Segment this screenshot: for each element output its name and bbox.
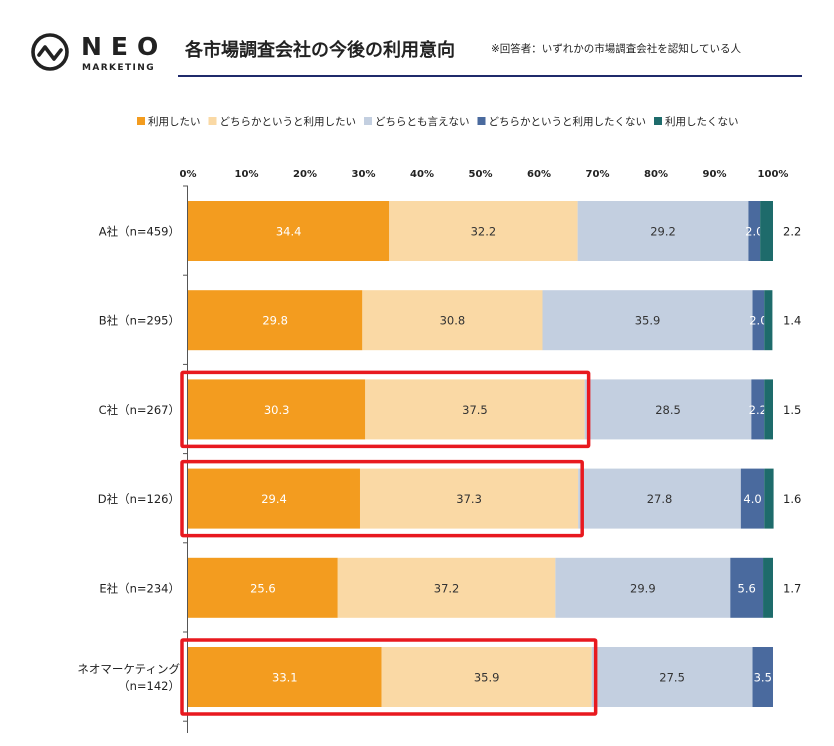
title-underline [178,75,802,77]
x-tick-label: 50% [469,169,493,180]
bar-segment-1 [337,557,556,618]
data-label: 27.5 [659,671,685,685]
category-label: （n=142） [118,679,180,693]
page-title: 各市場調査会社の今後の利用意向 [185,40,455,61]
legend-label-1: どちらかというと利用したい [220,116,357,128]
bar-segment-4 [764,290,773,351]
data-label-outside: 1.4 [783,314,801,328]
data-label: 37.2 [434,581,460,595]
bar-segment-4 [764,379,773,440]
x-tick-label: 20% [293,169,317,180]
bar-segment-3 [752,290,765,351]
bar-segment-2 [542,290,753,351]
legend-swatch-2 [364,117,372,125]
data-label: 27.8 [647,492,673,506]
x-tick-label: 30% [352,169,376,180]
bar-segment-3 [751,379,765,440]
legend-label-0: 利用したい [148,116,201,128]
bar-segment-3 [730,557,764,618]
data-label: 29.8 [262,314,288,328]
bar-segment-4 [763,557,773,618]
legend-label-4: 利用したくない [665,116,739,128]
category-label: A社（n=459） [99,225,180,239]
bar-segment-2 [591,647,753,707]
neo-logo-mark-icon [31,33,69,71]
bar-segment-3 [740,468,765,529]
data-label: 30.3 [264,403,290,417]
data-label: 37.5 [462,403,488,417]
respondent-note: ※回答者：いずれかの市場調査会社を認知している人 [491,43,741,55]
bar-segment-4 [764,468,774,529]
data-label: 35.9 [635,314,661,328]
category-label: E社（n=234） [99,581,180,595]
bar-segment-0 [188,290,363,351]
data-label: 25.6 [250,581,276,595]
legend-swatch-0 [137,117,145,125]
data-label: 4.0 [743,492,761,506]
data-label: 2.2 [749,403,767,417]
data-label: 32.2 [471,225,497,239]
bar-segment-0 [188,379,366,440]
data-label: 29.2 [650,225,676,239]
x-tick-label: 0% [180,169,197,180]
highlight-box [180,370,591,449]
data-label: 5.6 [738,581,756,595]
x-tick-label: 100% [758,169,789,180]
highlight-box [180,638,598,716]
legend-swatch-3 [477,117,486,125]
x-tick-label: 90% [703,169,727,180]
bar-segment-3 [748,201,761,261]
logo-subtitle: MARKETING [82,63,155,73]
bar-segment-2 [577,201,749,261]
bar-segment-3 [752,647,773,707]
bar-segment-1 [389,201,578,261]
data-label: 37.3 [456,492,482,506]
bar-segment-1 [365,379,585,440]
category-label: B社（n=295） [99,314,180,328]
bar-segment-4 [760,201,773,261]
logo-wordmark: NEO [81,32,168,61]
x-tick-label: 40% [410,169,434,180]
bar-segment-2 [578,468,741,529]
data-label: 29.9 [630,581,656,595]
data-label-outside: 2.2 [783,225,801,239]
data-label: 35.9 [474,671,500,685]
x-tick-label: 70% [586,169,610,180]
bar-segment-2 [584,379,752,440]
legend-label-3: どちらかというと利用したくない [489,116,647,128]
data-label: 33.1 [272,671,298,685]
bar-segment-0 [188,557,338,618]
x-tick-label: 10% [235,169,259,180]
highlight-box [180,459,584,538]
category-label: C社（n=267） [99,403,180,417]
neo-marketing-logo: NEO MARKETING [30,28,180,78]
data-label: 30.8 [440,314,466,328]
data-label-outside: 1.7 [783,581,801,595]
legend-label-2: どちらとも言えない [375,115,470,128]
legend-swatch-4 [654,117,662,125]
data-label: 28.5 [655,403,681,417]
x-tick-label: 60% [527,169,551,180]
bar-segment-1 [381,647,592,707]
data-label-outside: 1.6 [783,492,801,506]
data-label: 29.4 [261,492,287,506]
bar-segment-0 [188,468,360,529]
data-label: 2.0 [749,314,767,328]
bar-segment-0 [188,201,390,261]
data-label: 34.4 [276,225,302,239]
bar-segment-1 [362,290,543,351]
bar-segment-2 [555,557,731,618]
category-label: ネオマーケティング [77,662,180,676]
bar-segment-1 [359,468,579,529]
data-label-outside: 1.5 [783,403,801,417]
category-label: D社（n=126） [98,492,180,506]
data-label: 3.5 [754,671,772,685]
data-label: 2.0 [745,225,763,239]
legend-swatch-1 [208,117,217,125]
x-tick-label: 80% [644,169,668,180]
bar-segment-0 [188,647,382,707]
